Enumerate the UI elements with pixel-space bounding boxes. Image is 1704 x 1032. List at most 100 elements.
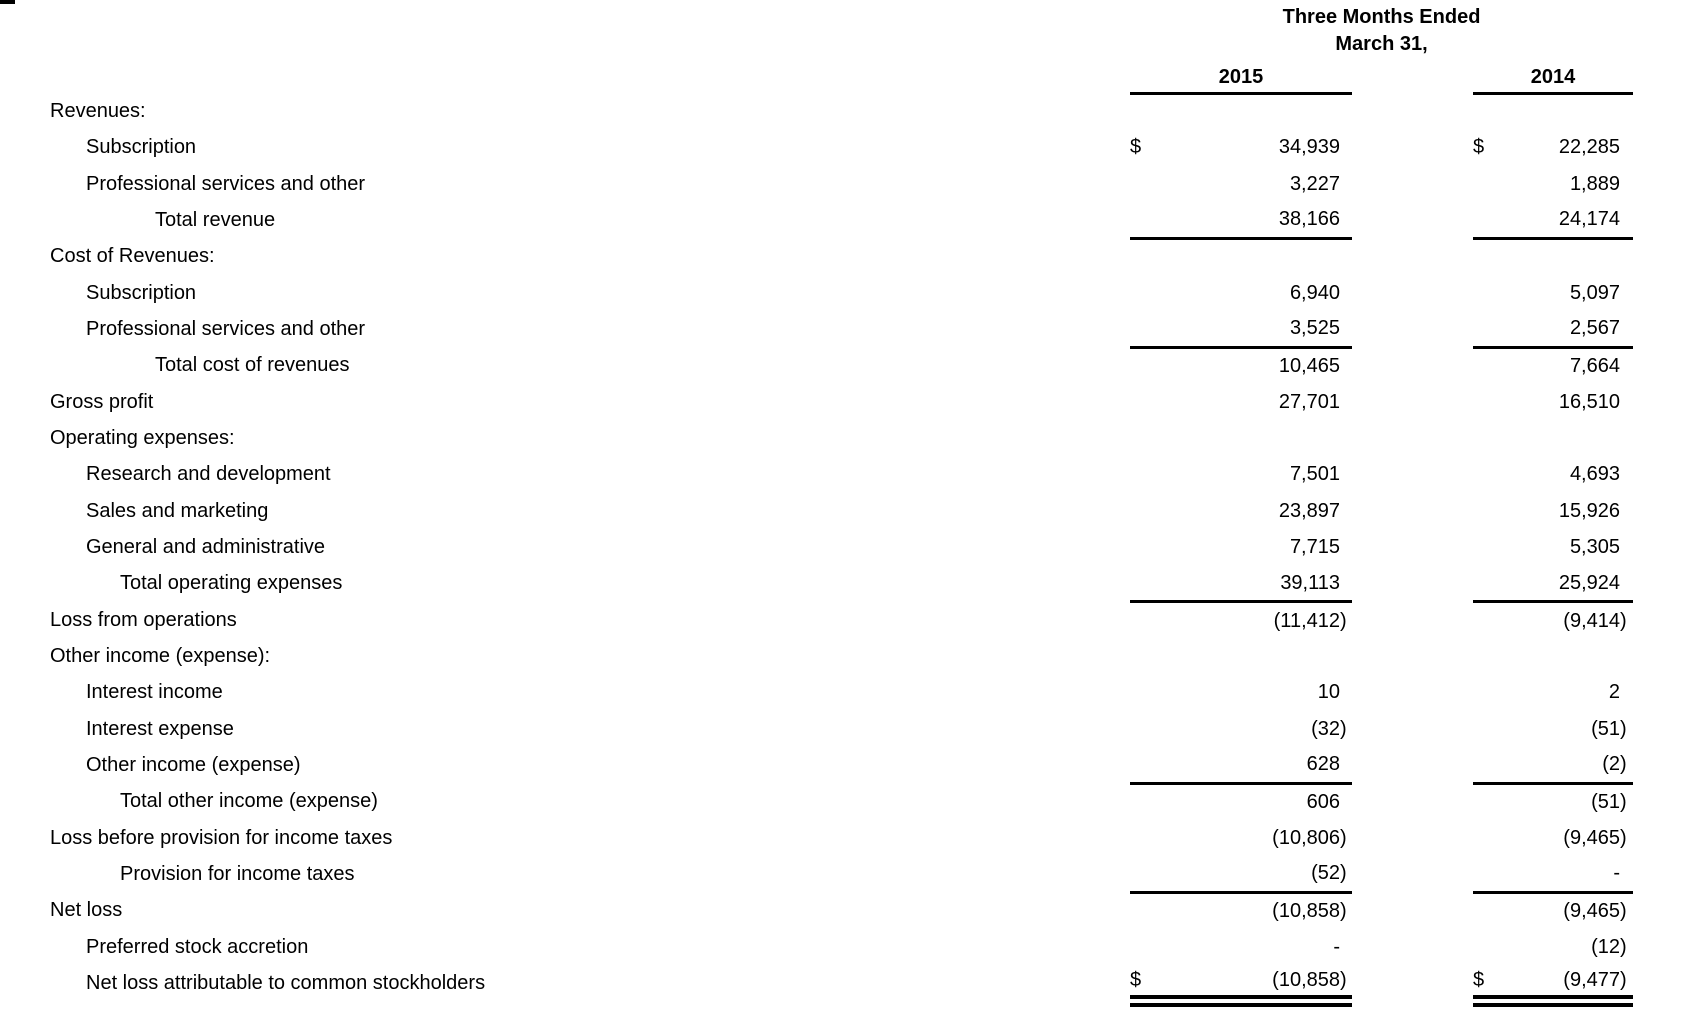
value-2015: (10,858 [1162, 964, 1340, 1008]
paren-2014: ) [1620, 791, 1627, 814]
table-row: Preferred stock accretion - (12) [0, 929, 1704, 965]
column-gap [1352, 311, 1473, 347]
dollar-sign-2015 [1130, 711, 1162, 747]
dollar-sign-2014 [1473, 275, 1505, 311]
right-margin [1633, 674, 1704, 710]
dollar-sign-2015 [1130, 783, 1162, 819]
row-label: Total cost of revenues [155, 354, 350, 377]
year-header-row: 2015 2014 [0, 62, 1704, 95]
value-2014: 16,510 [1558, 390, 1620, 413]
row-label: Revenues: [50, 100, 146, 123]
table-row: Interest expense (32) (51) [0, 711, 1704, 747]
dollar-sign-2015 [1130, 638, 1162, 674]
table-row: Provision for income taxes (52) - [0, 855, 1704, 894]
dollar-sign-2015 [1130, 565, 1162, 604]
dollar-sign-2014 [1473, 892, 1505, 928]
column-gap [1352, 747, 1473, 783]
value-2015 [1162, 238, 1340, 274]
dollar-sign-2014 [1473, 310, 1505, 349]
row-label: Preferred stock accretion [86, 935, 309, 958]
value-2014: 5,305 [1569, 536, 1620, 559]
paren-2014: ) [1620, 746, 1634, 785]
paren-2015 [1340, 129, 1352, 165]
table-row: Net loss attributable to common stockhol… [0, 964, 1704, 1008]
dollar-sign-2015 [1130, 529, 1162, 565]
paren-2015: ) [1340, 964, 1352, 1008]
paren-2015 [1340, 674, 1352, 710]
paren-2014 [1620, 201, 1634, 240]
dollar-sign-2014 [1473, 93, 1505, 129]
paren-2014 [1620, 347, 1633, 383]
table-row: Loss before provision for income taxes (1… [0, 820, 1704, 856]
right-margin [1633, 856, 1704, 892]
paren-2014 [1620, 456, 1633, 492]
right-margin [1633, 311, 1704, 347]
paren-2014: ) [1620, 609, 1627, 632]
table-row: Total operating expenses 39,113 25,924 [0, 565, 1704, 604]
value-2015 [1162, 420, 1340, 456]
dollar-sign-2014 [1473, 238, 1505, 274]
income-statement-table: Three Months Ended March 31, 2015 2014 R… [0, 0, 1704, 1008]
right-margin [1633, 384, 1704, 420]
value-2015: 39,113 [1162, 565, 1340, 604]
column-gap [1352, 384, 1473, 420]
row-label: Loss before provision for income taxes [50, 826, 393, 849]
value-2014 [1505, 420, 1620, 456]
dollar-sign-2014: $ [1473, 136, 1485, 159]
right-margin [1633, 820, 1704, 856]
dollar-sign-2015 [1130, 201, 1162, 240]
value-2014: (51 [1591, 717, 1620, 740]
column-gap [1352, 62, 1473, 93]
value-2014: 5,097 [1569, 281, 1620, 304]
row-label: Interest income [86, 681, 223, 704]
header-spacer [0, 62, 1130, 93]
dollar-sign-2014 [1473, 711, 1505, 747]
table-row: Total cost of revenues 10,465 7,664 [0, 347, 1704, 383]
dollar-sign-2015: $ [1130, 136, 1142, 159]
value-2015: (10,806 [1272, 826, 1340, 849]
paren-2015 [1340, 384, 1352, 420]
value-2014: (9,465 [1563, 826, 1620, 849]
right-margin [1633, 783, 1704, 819]
row-label: Interest expense [86, 717, 234, 740]
dollar-sign-2015 [1130, 602, 1162, 638]
dollar-sign-2015 [1130, 674, 1162, 710]
paren-2015 [1340, 529, 1352, 565]
dollar-sign-2014 [1473, 456, 1505, 492]
period-line-1: Three Months Ended [1282, 6, 1481, 28]
paren-2014 [1620, 93, 1633, 129]
value-2014: 2,567 [1505, 310, 1620, 349]
value-2014: 22,285 [1558, 136, 1620, 159]
paren-2014 [1620, 674, 1633, 710]
table-row: Subscription $34,939 $22,285 [0, 129, 1704, 165]
table-row: Professional services and other 3,525 2,56… [0, 310, 1704, 349]
dollar-sign-2015 [1130, 310, 1162, 349]
paren-2015 [1340, 456, 1352, 492]
right-margin [1633, 275, 1704, 311]
right-margin [1633, 638, 1704, 674]
value-2015: (11,412 [1273, 609, 1340, 632]
right-margin [1633, 602, 1704, 638]
dollar-sign-2014 [1473, 347, 1505, 383]
column-gap [1352, 674, 1473, 710]
value-2015: 6,940 [1289, 281, 1340, 304]
paren-2015 [1340, 238, 1352, 274]
row-label: Net loss [50, 899, 123, 922]
value-2014: 4,693 [1569, 463, 1620, 486]
table-row: Other income (expense): [0, 638, 1704, 674]
table-row: Other income (expense) 628 (2) [0, 746, 1704, 785]
column-gap [1352, 820, 1473, 856]
value-2015: 7,501 [1289, 463, 1340, 486]
table-row: General and administrative 7,715 5,305 [0, 529, 1704, 565]
paren-2015: ) [1340, 717, 1347, 740]
period-header-row: Three Months Ended March 31, [0, 0, 1704, 62]
table-row: Sales and marketing 23,897 15,926 [0, 493, 1704, 529]
value-2014: (9,465 [1563, 900, 1620, 923]
dollar-sign-2014 [1473, 565, 1505, 604]
column-gap [1352, 892, 1473, 928]
table-row: Total revenue 38,166 24,174 [0, 201, 1704, 240]
header-spacer [0, 0, 1130, 62]
right-margin [1633, 129, 1704, 165]
value-2015: - [1333, 935, 1340, 958]
paren-2015 [1340, 565, 1352, 604]
